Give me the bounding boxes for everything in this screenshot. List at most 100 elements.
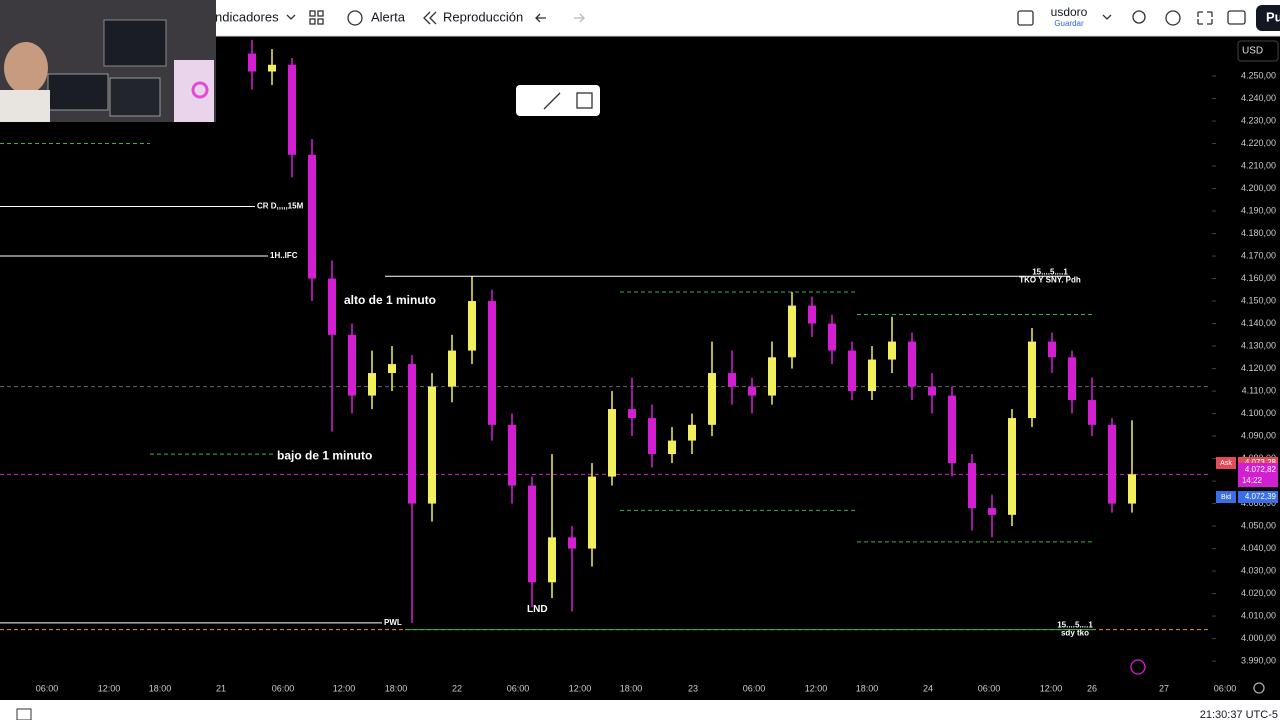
candle-body [1108,424,1116,504]
y-tick-label: 4.020,00 [1241,588,1276,598]
replay-button[interactable]: Reproducción [443,9,523,24]
x-tick-label: 18:00 [385,683,408,693]
quote-tag-label: Bid [1221,494,1231,501]
currency-button[interactable] [1237,40,1279,62]
axis-settings[interactable] [1253,682,1265,694]
candle-body [968,463,976,509]
y-tick-label: 4.150,00 [1241,295,1276,305]
lightning-icon[interactable] [1130,659,1146,675]
annotation: LND [527,604,548,615]
x-tick-label: 06:00 [978,683,1001,693]
trendline-tool[interactable] [543,92,561,110]
search-icon[interactable] [1132,10,1146,24]
fullscreen-icon[interactable] [1197,11,1213,25]
y-tick-label: 4.100,00 [1241,408,1276,418]
dropdown-icon[interactable] [286,14,296,20]
alert-icon[interactable] [347,10,363,26]
y-tick-label: 4.130,00 [1241,340,1276,350]
quote-tag-label: Ask [1220,460,1232,467]
calendar-icon[interactable] [16,708,32,720]
quote-value: 4.072,82 [1245,465,1277,474]
dropdown-icon[interactable] [1102,14,1112,20]
alert-button[interactable]: Alerta [371,9,406,24]
candle-body [1088,400,1096,425]
indicators-button[interactable]: ndicadores [215,9,279,24]
layout-icon[interactable] [1017,10,1034,26]
candle-body [1008,418,1016,515]
x-tick-label: 18:00 [620,683,643,693]
level-label: CR D,,,,,15M [257,202,304,211]
candle-body [708,373,716,425]
candle-body [408,364,416,504]
x-tick-label: 12:00 [333,683,356,693]
candle-body [1028,341,1036,419]
y-tick-label: 4.000,00 [1241,633,1276,643]
layout-name[interactable]: usdoro [1051,5,1088,19]
candle-body [728,373,736,387]
level-label: PWL [384,618,402,627]
candle-body [648,418,656,455]
quote-time: 14:22 [1242,476,1263,485]
quote-tag [1216,491,1236,503]
candle-body [308,154,316,279]
candle-body [268,64,276,72]
y-tick-label: 4.220,00 [1241,138,1276,148]
currency[interactable]: USD [1242,46,1263,57]
y-tick-label: 4.120,00 [1241,363,1276,373]
templates-icon[interactable] [309,10,324,25]
annotation: bajo de 1 minuto [277,448,372,462]
x-tick-label: 27 [1159,683,1169,693]
rectangle-tool[interactable] [576,92,593,109]
candle-body [528,485,536,583]
candle-body [788,305,796,358]
candle-body [468,301,476,351]
candle-body [888,341,896,360]
candle-body [948,395,956,464]
settings-icon[interactable] [1165,10,1181,26]
candle-body [928,386,936,396]
publish-label[interactable]: Pu [1266,9,1280,24]
y-tick-label: 4.010,00 [1241,610,1276,620]
candle-body [588,476,596,549]
y-tick-label: 4.170,00 [1241,250,1276,260]
candle-body [568,537,576,549]
quote-value: 4.073,28 [1245,458,1277,467]
y-tick-label: 4.090,00 [1241,430,1276,440]
x-tick-label: 18:00 [856,683,879,693]
save-button[interactable]: Guardar [1054,19,1084,28]
undo[interactable] [535,13,546,23]
x-tick-label: 12:00 [805,683,828,693]
candle-body [388,364,396,374]
candle-body [1128,474,1136,504]
y-tick-label: 4.210,00 [1241,160,1276,170]
candle-body [328,278,336,335]
candle-body [248,53,256,72]
quote-tag [1216,457,1236,469]
webcam-monitor [47,73,109,111]
y-tick-label: 4.240,00 [1241,93,1276,103]
candle-body [988,508,996,515]
level-label: 15....5....1 [1032,267,1068,276]
x-tick-label: 12:00 [98,683,121,693]
candle-body [828,323,836,351]
candle-body [488,301,496,425]
candle-body [508,424,516,486]
plot: 4.250,00 4.240,00 4.230,00 4.220,00 4.210,00… [0,40,1278,693]
redo[interactable] [574,13,585,23]
publish-button[interactable] [1256,5,1280,31]
y-tick-label: 4.230,00 [1241,115,1276,125]
screenshot-icon[interactable] [1227,10,1246,25]
y-tick-label: 4.050,00 [1241,520,1276,530]
candle-body [608,409,616,477]
candle-body [448,350,456,387]
y-tick-label: 4.180,00 [1241,228,1276,238]
level-label: 1H..IFC [270,251,298,260]
x-tick-label: 12:00 [1040,683,1063,693]
level-label: sdy tko [1061,629,1089,638]
x-tick-label: 06:00 [36,683,59,693]
candle-body [348,334,356,396]
x-tick-label: 06:00 [272,683,295,693]
webcam-person [0,90,50,122]
y-tick-label: 4.140,00 [1241,318,1276,328]
replay-icon[interactable] [423,11,437,25]
